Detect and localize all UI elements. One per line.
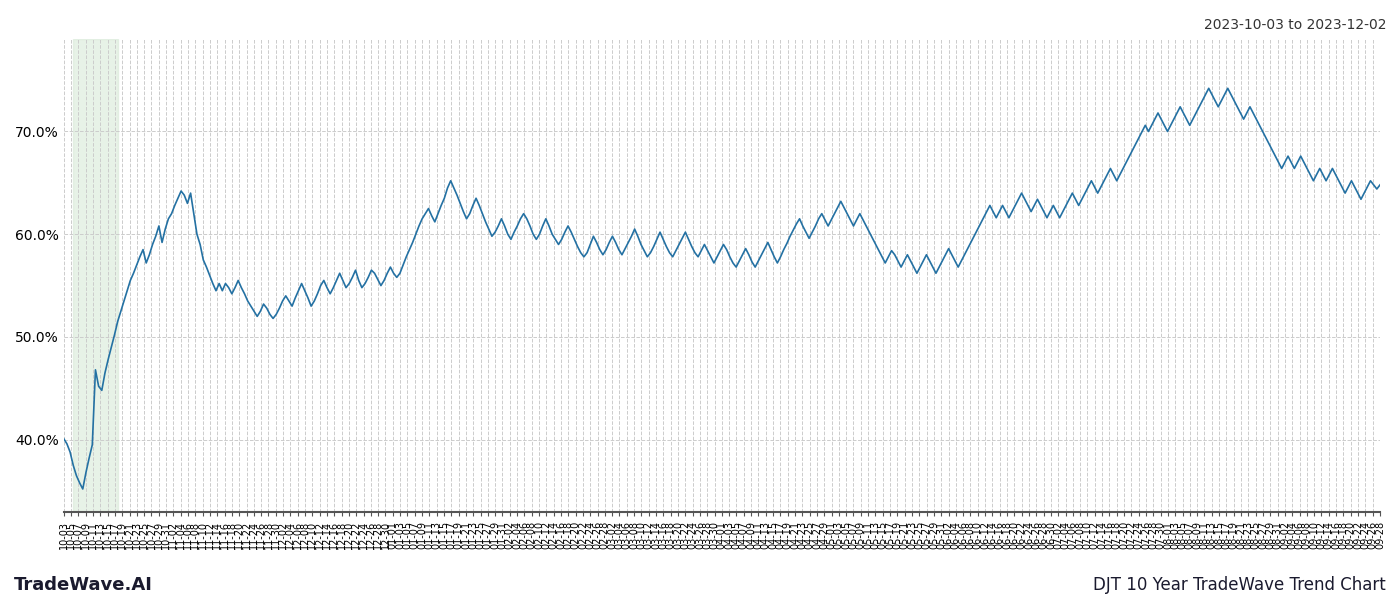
Text: TradeWave.AI: TradeWave.AI: [14, 576, 153, 594]
Text: DJT 10 Year TradeWave Trend Chart: DJT 10 Year TradeWave Trend Chart: [1093, 576, 1386, 594]
Bar: [73, 39, 118, 512]
Text: 2023-10-03 to 2023-12-02: 2023-10-03 to 2023-12-02: [1204, 18, 1386, 32]
